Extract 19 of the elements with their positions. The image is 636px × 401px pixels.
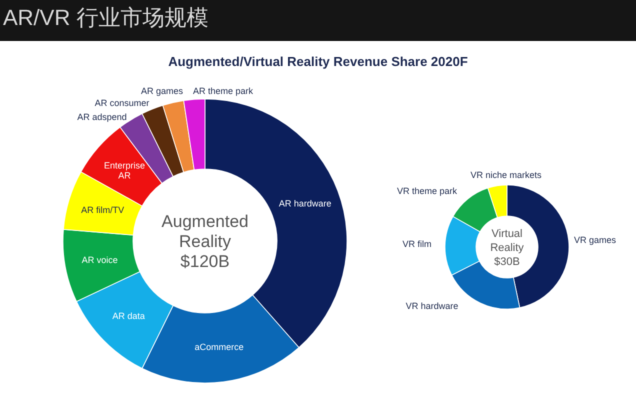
slice-label: VR games	[574, 235, 617, 246]
slice-label: VR hardware	[406, 301, 458, 312]
slice-label: aCommerce	[194, 342, 244, 352]
slice-label: AR consumer	[94, 98, 150, 108]
slice-label: VR niche markets	[470, 170, 542, 180]
slice-label: AR film/TV	[81, 205, 124, 216]
slice-label: AR voice	[82, 255, 118, 266]
slice-label: AR games	[140, 86, 184, 96]
chart-title: AR/VR 行业市场规模	[3, 5, 208, 30]
text: Virtual Reality $30B	[490, 228, 524, 268]
slice-label: VR theme park	[396, 186, 458, 196]
slice-label: VR film	[402, 239, 432, 250]
slice-label: AR adspend	[77, 112, 127, 122]
slice-label: AR hardware	[278, 198, 332, 208]
slice-label: AR data	[112, 311, 145, 322]
chart-subtitle: Augmented/Virtual Reality Revenue Share 2020F	[168, 54, 468, 69]
text: Augmented Reality $120B	[162, 212, 248, 271]
slice-label: Enterprise AR	[104, 160, 146, 181]
slice-label: AR theme park	[192, 86, 254, 96]
